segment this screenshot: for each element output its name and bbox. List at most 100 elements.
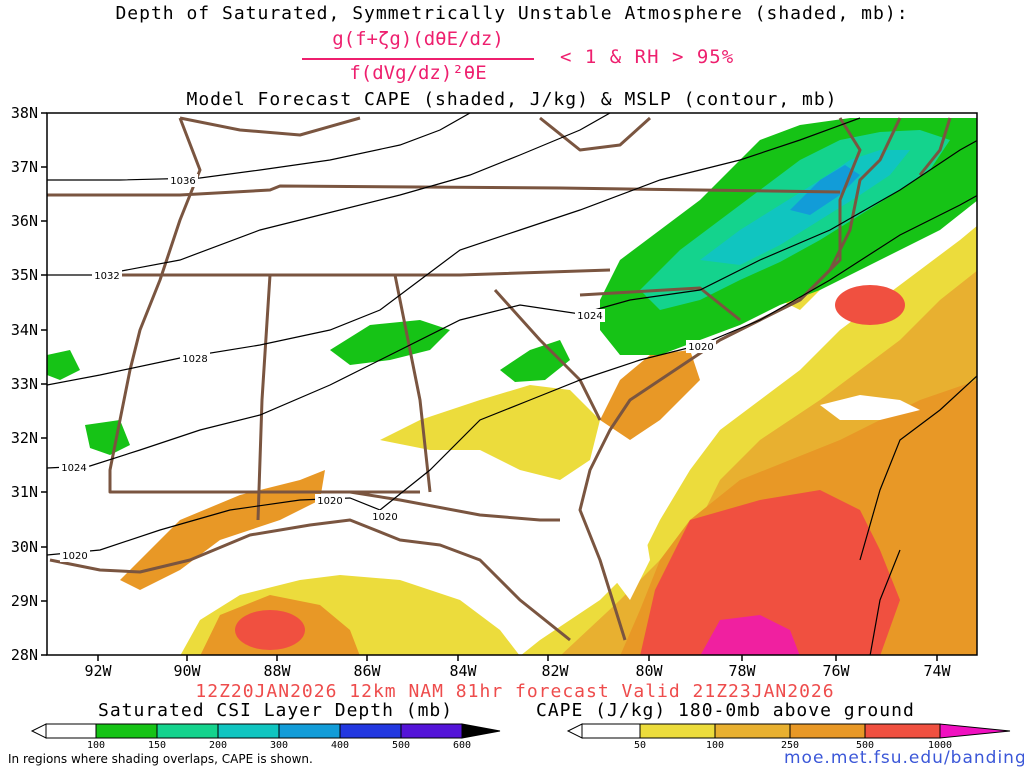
- georgia-carolina-border: [493, 288, 602, 421]
- isobar-1032: [47, 113, 611, 276]
- formula-denominator: f(dVg/dz)²θE: [349, 62, 487, 84]
- chesapeake-coast: [798, 117, 902, 302]
- longitude-axis: [97, 655, 938, 661]
- csi-colorbar-label: Saturated CSI Layer Depth (mb): [98, 700, 454, 721]
- chart-title-line3: Model Forecast CAPE (shaded, J/kg) & MSL…: [186, 89, 838, 110]
- carolinas-border: [579, 286, 741, 322]
- lat-label: 37N: [11, 158, 38, 176]
- isobar-label: 1032: [94, 271, 119, 282]
- forecast-valid-line: 12Z20JAN2026 12km NAM 81hr forecast Vali…: [195, 681, 835, 702]
- colorbar-tick-label: 300: [270, 740, 288, 751]
- lat-label: 31N: [11, 483, 38, 501]
- colorbar-tick-label: 500: [856, 740, 874, 751]
- colorbar-swatch: [714, 723, 791, 739]
- isobar-label: 1028: [182, 354, 207, 365]
- lat-label: 28N: [11, 646, 38, 664]
- lon-label: 76W: [822, 662, 850, 680]
- cape-colorbar: 50 100 250 500 1000: [566, 723, 1011, 751]
- lon-label: 78W: [728, 662, 756, 680]
- isobar-label: 1036: [170, 176, 195, 187]
- colorbar-tick-label: 100: [706, 740, 724, 751]
- cape-500-region: [640, 490, 900, 655]
- cape-1000-region: [700, 615, 800, 655]
- colorbar-swatch: [278, 723, 341, 739]
- cape-colorbar-label: CAPE (J/kg) 180-0mb above ground: [536, 700, 915, 721]
- isobar-1020-south: [859, 375, 977, 561]
- csi-colorbar: 100 150 200 300 400 500 600: [30, 723, 501, 751]
- formula-numerator: g(f+ζg)(dθE/dz): [332, 28, 504, 50]
- lat-label: 35N: [11, 266, 38, 284]
- csi-100-alabama: [330, 320, 450, 365]
- cape-sea-gap: [820, 395, 920, 420]
- lat-label: 38N: [11, 104, 38, 122]
- colorbar-tick-label: 50: [634, 740, 646, 751]
- lat-label: 29N: [11, 592, 38, 610]
- state-boundaries: [47, 116, 952, 642]
- colorbar-swatch: [95, 723, 158, 739]
- colorbar-tick-label: 600: [453, 740, 471, 751]
- isobar-1036: [47, 113, 471, 181]
- isobar-label: 1020: [688, 342, 713, 353]
- colorbar-swatch: [864, 723, 941, 739]
- alabama-mississippi-border: [256, 274, 272, 521]
- isobar-label: 1024: [61, 463, 86, 474]
- delmarva-coast: [918, 117, 952, 176]
- lon-label: 82W: [541, 662, 569, 680]
- lat-label: 32N: [11, 429, 38, 447]
- lon-label: 86W: [353, 662, 381, 680]
- colorbar-swatch: [339, 723, 402, 739]
- lon-label: 74W: [923, 662, 951, 680]
- colorbar-tick-label: 1000: [928, 740, 952, 751]
- florida-west-border: [349, 490, 560, 522]
- lat-label: 30N: [11, 538, 38, 556]
- colorbar-swatch: [156, 723, 219, 739]
- tennessee-south-border: [108, 268, 611, 277]
- cape-georgia-band: [600, 350, 700, 440]
- chart-title-line1: Depth of Saturated, Symmetrically Unstab…: [115, 3, 909, 24]
- cape-500-cell: [835, 285, 905, 325]
- lon-label: 84W: [449, 662, 477, 680]
- colorbar-tick-label: 200: [209, 740, 227, 751]
- gulf-coastline: [49, 518, 571, 642]
- colorbar-tick-label: 500: [392, 740, 410, 751]
- csi-100-arkansas: [47, 350, 80, 380]
- lon-label: 88W: [263, 662, 291, 680]
- csi-300-region: [790, 165, 860, 215]
- isobar-label: 1020: [372, 512, 397, 523]
- colorbar-swatch: [789, 723, 866, 739]
- lat-label: 36N: [11, 212, 38, 230]
- tennessee-kentucky-border: [47, 184, 841, 197]
- cape-panhandle-band: [120, 470, 325, 590]
- cape-gulf-cell: [235, 610, 305, 650]
- colorbar-swatch: [400, 723, 463, 739]
- lat-label: 33N: [11, 375, 38, 393]
- credit-link[interactable]: moe.met.fsu.edu/banding: [784, 748, 1024, 768]
- lon-label: 80W: [635, 662, 663, 680]
- lat-label: 34N: [11, 321, 38, 339]
- csi-shading: [47, 118, 977, 455]
- formula-condition: < 1 & RH > 95%: [560, 46, 735, 68]
- lon-label: 90W: [173, 662, 201, 680]
- mississippi-river: [108, 117, 420, 494]
- lon-label: 92W: [84, 662, 112, 680]
- colorbar-swatch: [639, 723, 716, 739]
- isobar-label: 1020: [62, 551, 87, 562]
- colorbar-tick-label: 150: [148, 740, 166, 751]
- alabama-georgia-border: [393, 274, 432, 493]
- isobar-1020-south2: [869, 549, 901, 655]
- appalachian-border: [539, 116, 652, 152]
- latitude-axis: [41, 112, 47, 656]
- isobar-1024: [47, 139, 977, 469]
- isobar-label: 1020: [317, 496, 342, 507]
- isobar-label: 1024: [577, 311, 602, 322]
- colorbar-tick-label: 400: [331, 740, 349, 751]
- formula-fraction-bar: [302, 58, 534, 60]
- ohio-river: [179, 116, 361, 137]
- colorbar-tick-label: 100: [87, 740, 105, 751]
- colorbar-swatch: [217, 723, 280, 739]
- isobar-label-group: 1036 1032 1028 1024 1024 1020 1020 1020 …: [59, 174, 716, 562]
- virginia-border: [578, 117, 862, 641]
- overlap-footnote: In regions where shading overlaps, CAPE …: [8, 752, 313, 766]
- cape-florida-gap: [590, 480, 650, 600]
